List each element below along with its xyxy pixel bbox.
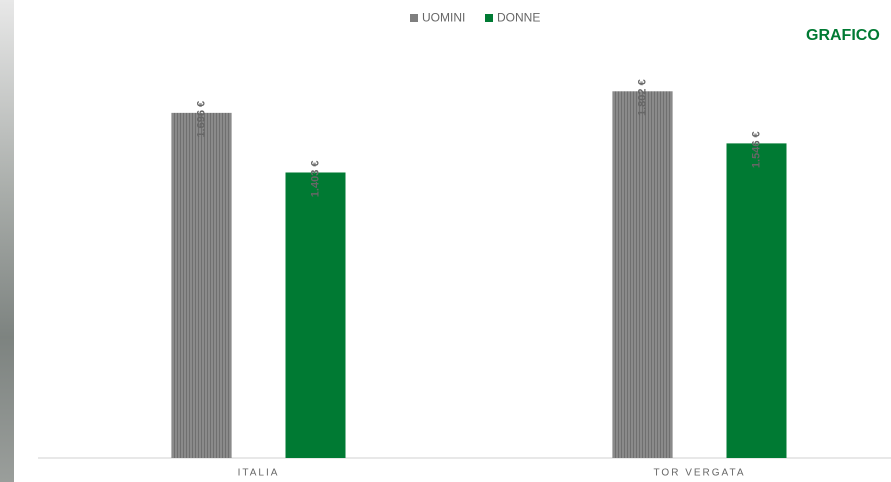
legend-swatch xyxy=(485,14,493,22)
bar xyxy=(612,91,673,458)
x-tick-label: ITALIA xyxy=(238,468,280,479)
legend-label: DONNE xyxy=(497,11,540,25)
value-label: 1.696 € xyxy=(195,101,207,138)
chart-title: GRAFICO xyxy=(806,27,880,44)
value-label: 1.802 € xyxy=(636,79,648,116)
photo-strip xyxy=(0,0,14,482)
bar xyxy=(171,112,232,458)
legend-swatch xyxy=(410,14,418,22)
bar xyxy=(726,143,787,458)
x-tick-label: TOR VERGATA xyxy=(653,468,745,479)
bar xyxy=(285,172,346,458)
legend-label: UOMINI xyxy=(422,11,465,25)
value-label: 1.403 € xyxy=(309,160,321,197)
value-label: 1.546 € xyxy=(750,131,762,168)
